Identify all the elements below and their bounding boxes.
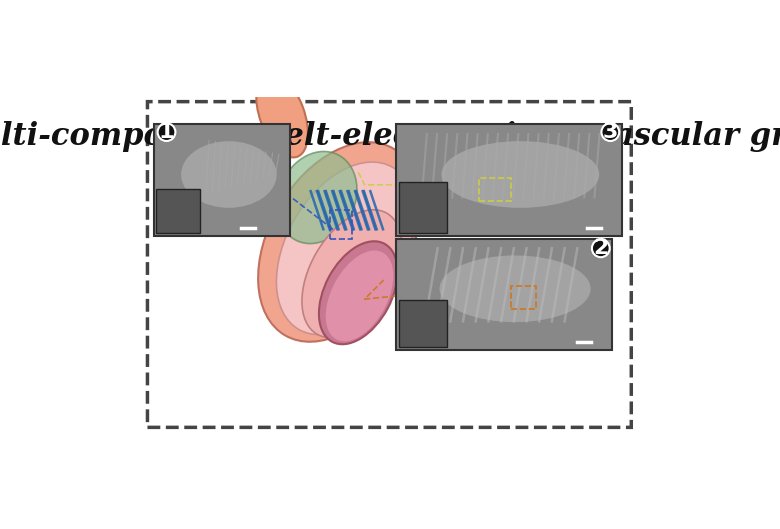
Bar — [479, 178, 511, 200]
Ellipse shape — [439, 256, 590, 322]
Bar — [330, 210, 352, 239]
FancyBboxPatch shape — [399, 300, 446, 348]
Ellipse shape — [441, 141, 599, 208]
Text: 1: 1 — [159, 122, 174, 142]
Text: 2: 2 — [593, 238, 608, 258]
Text: Multi-component melt-electrowritten vascular graft: Multi-component melt-electrowritten vasc… — [0, 121, 780, 152]
FancyBboxPatch shape — [399, 183, 446, 233]
FancyBboxPatch shape — [396, 124, 622, 235]
Ellipse shape — [258, 142, 420, 342]
Circle shape — [601, 123, 619, 141]
Bar — [511, 286, 536, 308]
FancyBboxPatch shape — [154, 124, 290, 235]
FancyBboxPatch shape — [156, 189, 200, 233]
Ellipse shape — [326, 251, 393, 341]
Ellipse shape — [319, 241, 398, 344]
Ellipse shape — [181, 141, 277, 208]
FancyBboxPatch shape — [147, 102, 631, 427]
FancyBboxPatch shape — [396, 239, 612, 350]
Ellipse shape — [276, 162, 415, 334]
Ellipse shape — [277, 151, 357, 243]
Ellipse shape — [302, 210, 402, 338]
Text: 3: 3 — [603, 122, 618, 142]
Ellipse shape — [257, 72, 308, 158]
Circle shape — [158, 123, 176, 141]
Circle shape — [592, 240, 610, 257]
